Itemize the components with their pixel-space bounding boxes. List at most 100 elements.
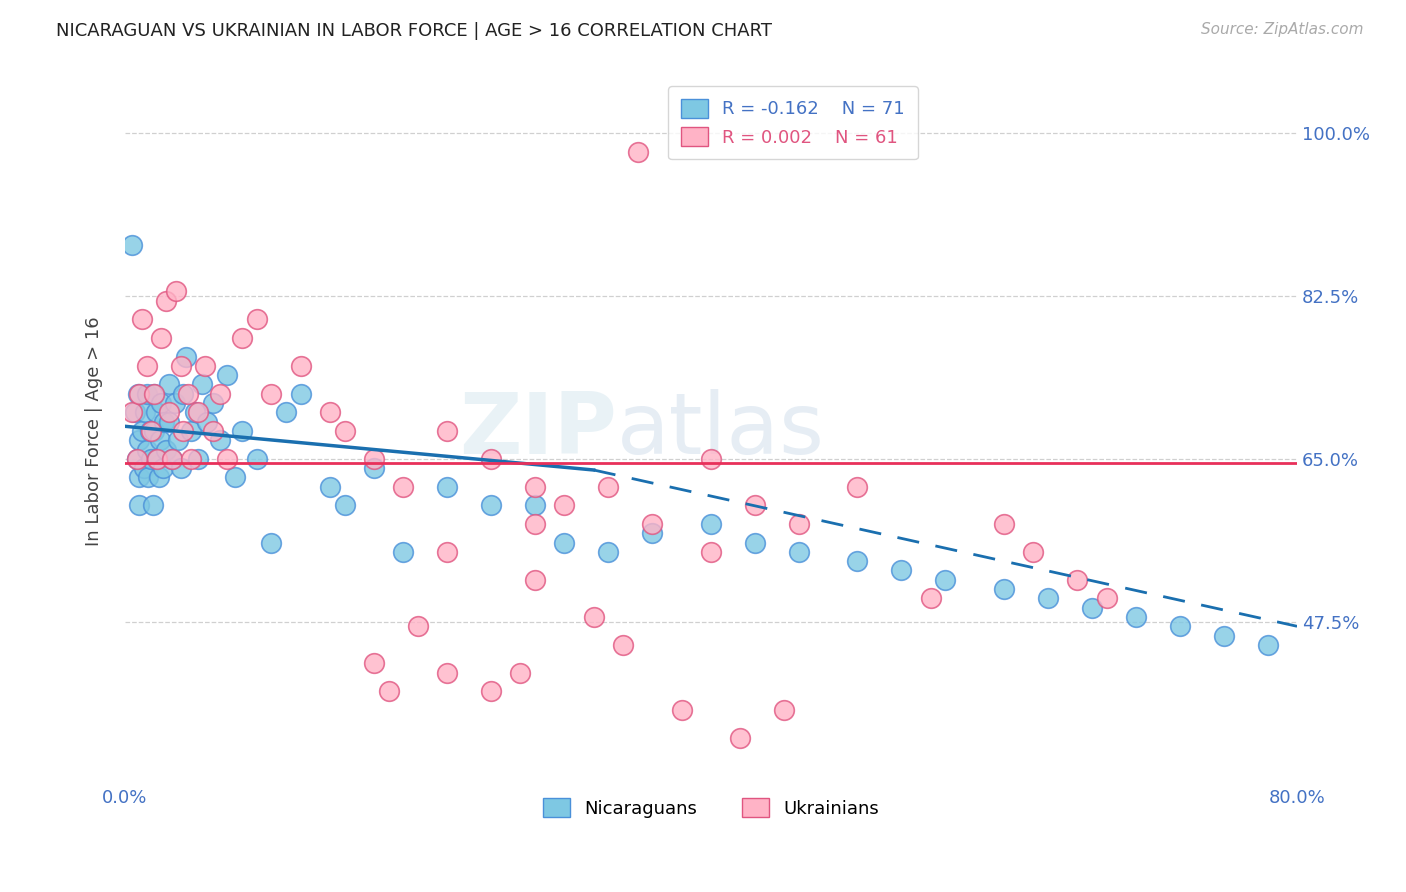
Point: [136, 470, 159, 484]
Point: [319, 405, 342, 419]
Text: atlas: atlas: [617, 390, 825, 473]
Point: [1022, 545, 1045, 559]
Point: [274, 405, 297, 419]
Point: [209, 434, 232, 448]
Point: [131, 312, 153, 326]
Point: [553, 499, 575, 513]
Point: [209, 386, 232, 401]
Point: [363, 451, 385, 466]
Point: [166, 434, 188, 448]
Text: NICARAGUAN VS UKRAINIAN IN LABOR FORCE | AGE > 16 CORRELATION CHART: NICARAGUAN VS UKRAINIAN IN LABOR FORCE |…: [56, 22, 772, 40]
Point: [406, 619, 429, 633]
Point: [524, 480, 547, 494]
Point: [141, 451, 163, 466]
Point: [141, 424, 163, 438]
Point: [479, 451, 502, 466]
Text: ZIP: ZIP: [460, 390, 617, 473]
Point: [224, 470, 246, 484]
Point: [246, 312, 269, 326]
Point: [146, 451, 169, 466]
Point: [246, 451, 269, 466]
Point: [160, 451, 183, 466]
Point: [149, 434, 172, 448]
Point: [132, 461, 155, 475]
Point: [177, 386, 200, 401]
Point: [160, 451, 183, 466]
Point: [641, 516, 664, 531]
Point: [524, 516, 547, 531]
Legend: Nicaraguans, Ukrainians: Nicaraguans, Ukrainians: [536, 791, 887, 825]
Point: [128, 434, 150, 448]
Point: [128, 470, 150, 484]
Point: [1081, 600, 1104, 615]
Point: [993, 516, 1015, 531]
Point: [700, 545, 723, 559]
Point: [217, 451, 239, 466]
Point: [142, 499, 165, 513]
Point: [509, 665, 531, 680]
Point: [134, 405, 156, 419]
Point: [128, 386, 150, 401]
Point: [150, 396, 173, 410]
Point: [1066, 573, 1088, 587]
Point: [260, 535, 283, 549]
Point: [231, 424, 253, 438]
Point: [125, 451, 148, 466]
Point: [169, 359, 191, 373]
Point: [180, 451, 202, 466]
Point: [172, 424, 194, 438]
Point: [121, 405, 143, 419]
Point: [148, 470, 170, 484]
Point: [231, 331, 253, 345]
Point: [172, 386, 194, 401]
Point: [920, 591, 942, 606]
Point: [1168, 619, 1191, 633]
Point: [217, 368, 239, 383]
Point: [128, 499, 150, 513]
Point: [155, 442, 177, 457]
Point: [157, 405, 180, 419]
Point: [744, 499, 766, 513]
Point: [700, 516, 723, 531]
Point: [155, 293, 177, 308]
Point: [436, 424, 458, 438]
Point: [157, 377, 180, 392]
Point: [201, 424, 224, 438]
Point: [553, 535, 575, 549]
Point: [787, 545, 810, 559]
Point: [524, 573, 547, 587]
Point: [138, 424, 160, 438]
Point: [392, 545, 415, 559]
Point: [121, 238, 143, 252]
Point: [260, 386, 283, 401]
Point: [176, 350, 198, 364]
Point: [163, 396, 186, 410]
Point: [436, 545, 458, 559]
Point: [124, 405, 146, 419]
Point: [201, 396, 224, 410]
Point: [582, 610, 605, 624]
Point: [744, 535, 766, 549]
Point: [143, 386, 166, 401]
Point: [612, 638, 634, 652]
Point: [290, 359, 312, 373]
Point: [479, 684, 502, 698]
Point: [150, 331, 173, 345]
Point: [169, 461, 191, 475]
Point: [598, 480, 620, 494]
Point: [157, 415, 180, 429]
Point: [846, 554, 869, 568]
Point: [135, 386, 157, 401]
Point: [187, 451, 209, 466]
Point: [934, 573, 956, 587]
Point: [131, 424, 153, 438]
Point: [191, 377, 214, 392]
Text: Source: ZipAtlas.com: Source: ZipAtlas.com: [1201, 22, 1364, 37]
Point: [641, 526, 664, 541]
Point: [773, 703, 796, 717]
Point: [1036, 591, 1059, 606]
Point: [846, 480, 869, 494]
Point: [145, 405, 167, 419]
Point: [363, 461, 385, 475]
Y-axis label: In Labor Force | Age > 16: In Labor Force | Age > 16: [86, 316, 103, 546]
